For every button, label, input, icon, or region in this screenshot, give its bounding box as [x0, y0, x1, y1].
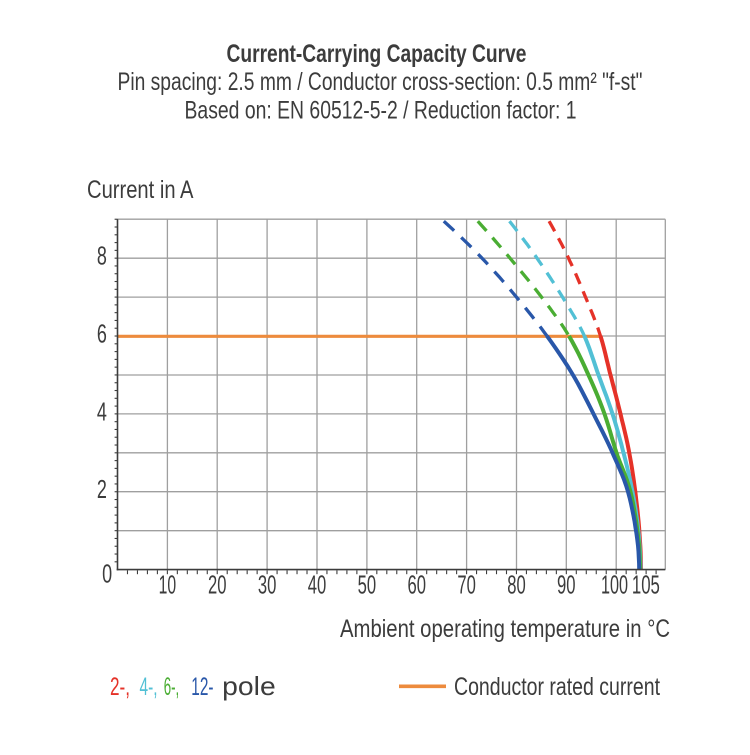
svg-text:60: 60: [407, 572, 426, 600]
svg-text:90: 90: [557, 572, 576, 600]
svg-text:100: 100: [601, 572, 628, 600]
svg-text:Current-Carrying Capacity Curv: Current-Carrying Capacity Curve: [227, 41, 527, 68]
svg-text:40: 40: [308, 572, 327, 600]
svg-text:pole: pole: [222, 671, 276, 701]
svg-text:8: 8: [97, 243, 107, 271]
svg-text:2-,: 2-,: [110, 674, 130, 701]
svg-text:10: 10: [159, 572, 177, 600]
svg-text:20: 20: [208, 572, 227, 600]
svg-text:Current in A: Current in A: [87, 176, 194, 204]
svg-text:70: 70: [457, 572, 476, 600]
svg-text:Based on: EN 60512-5-2 / Reduc: Based on: EN 60512-5-2 / Reduction facto…: [185, 97, 577, 125]
svg-text:12-: 12-: [191, 674, 213, 701]
svg-text:80: 80: [507, 572, 526, 600]
svg-text:4: 4: [97, 398, 107, 426]
svg-text:4-,: 4-,: [140, 674, 158, 701]
svg-text:50: 50: [358, 572, 377, 600]
svg-text:2: 2: [97, 476, 107, 504]
svg-text:6: 6: [97, 320, 107, 348]
svg-text:105: 105: [632, 572, 660, 600]
svg-text:Conductor rated current: Conductor rated current: [454, 673, 660, 701]
svg-text:0: 0: [102, 560, 112, 588]
svg-text:30: 30: [258, 572, 277, 600]
svg-text:Pin spacing: 2.5 mm / Conducto: Pin spacing: 2.5 mm / Conductor cross-se…: [118, 68, 643, 96]
svg-text:6-,: 6-,: [164, 674, 180, 701]
svg-text:Ambient operating temperature: Ambient operating temperature in °C: [340, 615, 670, 643]
